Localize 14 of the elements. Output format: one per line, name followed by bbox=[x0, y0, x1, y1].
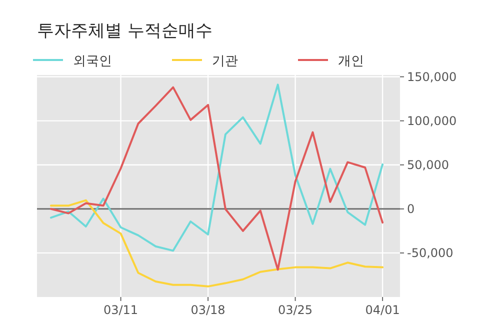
x-tick-label: 03/11 bbox=[103, 303, 138, 317]
y-tick-label: 0 bbox=[407, 202, 415, 216]
line-series bbox=[50, 199, 384, 288]
x-tick-label: 04/01 bbox=[365, 303, 400, 317]
x-tick-label: 03/18 bbox=[190, 303, 226, 317]
y-tick-label: -50,000 bbox=[407, 246, 454, 260]
chart-title: 투자주체별 누적순매수 bbox=[37, 21, 212, 41]
legend-label: 외국인 bbox=[73, 54, 112, 69]
y-tick-label: 50,000 bbox=[407, 158, 449, 172]
legend-label: 개인 bbox=[338, 54, 364, 69]
y-tick-label: 100,000 bbox=[407, 114, 457, 128]
y-tick-label: 150,000 bbox=[407, 70, 457, 84]
legend-label: 기관 bbox=[212, 54, 238, 69]
x-tick-label: 03/25 bbox=[278, 303, 313, 317]
